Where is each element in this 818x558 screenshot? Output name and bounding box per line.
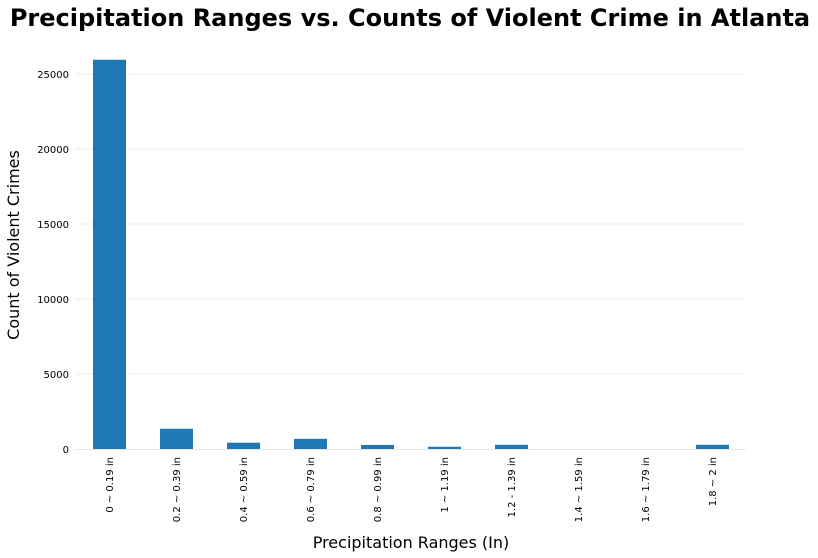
grid-lines [76,73,746,375]
y-tick-label: 15000 [37,220,69,231]
x-tick-label: 1 ~ 1.19 in [440,457,451,513]
x-tick-label: 1.8 ~ 2 in [708,457,719,506]
x-tick-label: 1.6 ~ 1.79 in [641,457,652,522]
bar [428,446,461,449]
y-tick-label: 25000 [37,70,69,81]
bar [495,444,528,449]
x-axis-title: Precipitation Ranges (In) [313,533,510,552]
x-tick-label: 0 ~ 0.19 in [105,457,116,513]
y-tick-label: 20000 [37,145,69,156]
y-tick-label: 0 [63,445,69,456]
x-tick-label: 1.4 ~ 1.59 in [574,457,585,522]
bar [227,442,260,449]
x-tick-label: 1.2 - 1.39 in [507,457,518,517]
y-axis-title: Count of Violent Crimes [4,150,23,340]
x-tick-labels: 0 ~ 0.19 in 0.2 ~ 0.39 in 0.4 ~ 0.59 in 0.6… [105,457,719,522]
y-tick-label: 10000 [37,295,69,306]
bars [93,59,729,449]
x-tick-label: 0.8 ~ 0.99 in [373,457,384,522]
x-tick-label: 0.2 ~ 0.39 in [172,457,183,522]
bar [294,438,327,449]
x-tick-label: 0.4 ~ 0.59 in [239,457,250,522]
bar [696,444,729,449]
y-tick-labels: 0 5000 10000 15000 20000 25000 [37,70,69,456]
y-tick-label: 5000 [44,370,69,381]
chart-title: Precipitation Ranges vs. Counts of Viole… [10,4,810,32]
bar [160,428,193,449]
bar [93,59,126,449]
x-tick-label: 0.6 ~ 0.79 in [306,457,317,522]
bar [361,444,394,449]
